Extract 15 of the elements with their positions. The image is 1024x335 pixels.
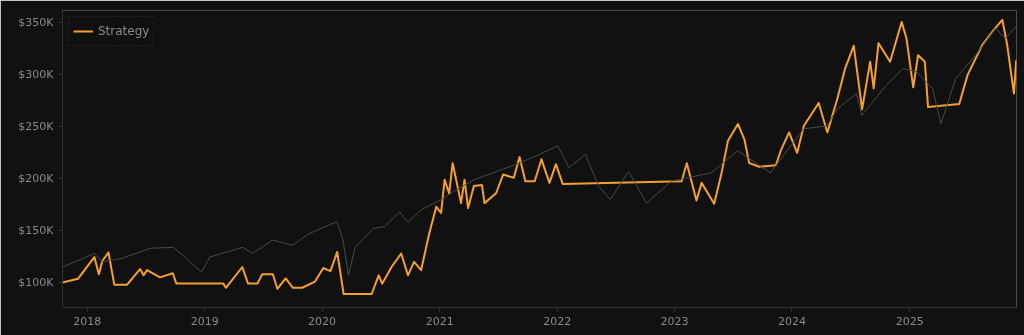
y-tick-label: $300K <box>18 68 55 82</box>
x-tick-label: 2025 <box>895 314 924 328</box>
x-tick-label: 2023 <box>660 314 689 328</box>
x-tick-label: 2022 <box>543 314 572 328</box>
x-tick-label: 2019 <box>190 314 219 328</box>
x-tick-label: 2021 <box>425 314 454 328</box>
y-tick-label: $150K <box>18 224 55 238</box>
x-tick-label: 2018 <box>73 314 102 328</box>
legend-label: Strategy <box>98 24 150 38</box>
y-tick-label: $250K <box>18 120 55 134</box>
y-tick-label: $200K <box>18 172 55 186</box>
y-tick-label: $100K <box>18 276 55 290</box>
x-tick-label: 2024 <box>777 314 806 328</box>
y-tick-label: $350K <box>18 16 55 30</box>
x-tick-label: 2020 <box>308 314 337 328</box>
